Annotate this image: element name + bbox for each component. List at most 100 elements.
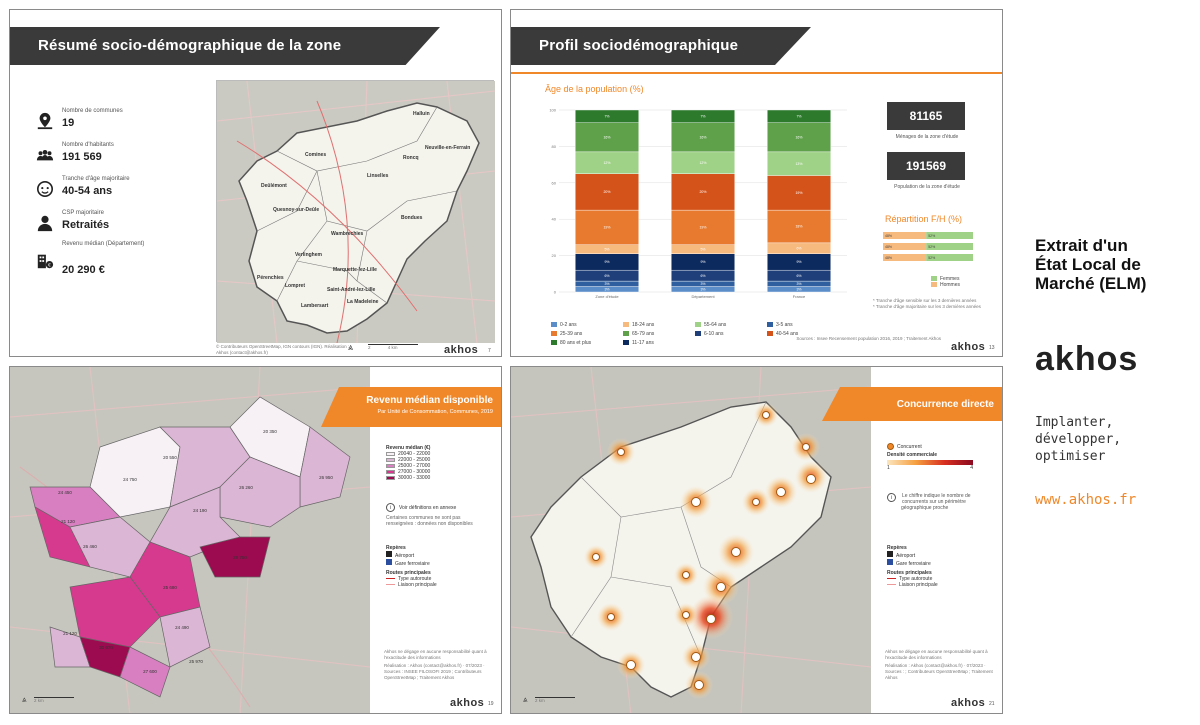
competitor-marker bbox=[806, 474, 816, 484]
kpi-label: Revenu médian (Département) bbox=[62, 241, 145, 247]
elm-title-line: Extrait d'un bbox=[1035, 236, 1128, 255]
age-bar-label: 19% bbox=[795, 191, 802, 195]
page-number: 7 bbox=[488, 348, 491, 354]
train-icon bbox=[386, 559, 392, 565]
age-bar-label: 19% bbox=[699, 226, 706, 230]
routes-title: Routes principales bbox=[386, 570, 431, 576]
routes-title: Routes principales bbox=[887, 570, 932, 576]
age-bar-label: 7% bbox=[604, 115, 609, 119]
revenu-banner: Revenu médian disponible Par Unité de Co… bbox=[321, 387, 501, 427]
map-label: La Madeleine bbox=[347, 299, 379, 305]
age-legend-label: 3-5 ans bbox=[776, 322, 793, 328]
map-value: 24 750 bbox=[123, 477, 137, 482]
competitor-marker bbox=[694, 680, 704, 690]
fh-bar-label: 48% bbox=[885, 234, 892, 238]
note-body: Certaines communes ne sont pas renseigné… bbox=[386, 515, 473, 527]
map-value: 21 120 bbox=[61, 519, 75, 524]
age-legend-swatch bbox=[623, 322, 629, 328]
age-bar-segment bbox=[767, 175, 831, 211]
age-bar-label: 6% bbox=[700, 274, 705, 278]
density-ticks: 1 4 bbox=[887, 465, 973, 471]
age-bar-segment bbox=[767, 122, 831, 153]
fh-legend-swatch bbox=[931, 276, 937, 282]
age-legend-item: 3-5 ans bbox=[767, 322, 839, 328]
route-line bbox=[887, 584, 896, 586]
route-item: Type autoroute bbox=[887, 576, 938, 582]
map-label: Halluin bbox=[413, 111, 430, 117]
age-bar-label: 9% bbox=[796, 260, 801, 264]
fh-legend-swatch bbox=[931, 282, 937, 288]
footnote: * Tranche d'âge sensible sur les 3 derni… bbox=[873, 298, 977, 303]
age-bar-segment bbox=[671, 109, 735, 123]
age-bar-segment bbox=[575, 109, 639, 123]
fh-bar-segment bbox=[883, 243, 927, 250]
page-number: 19 bbox=[488, 701, 494, 707]
repere-label: Aéroport bbox=[896, 553, 916, 559]
commune-shape bbox=[199, 536, 271, 578]
slide-concurrence: Concurrence directe Concurrent Densité c… bbox=[510, 366, 1003, 714]
legend-title: Revenu médian (€) bbox=[386, 445, 431, 451]
slide4-credit: Réalisation : Akhos (contact@akhos.fr) ·… bbox=[885, 663, 993, 680]
age-bar-label: 3% bbox=[604, 282, 609, 286]
fh-bar-label: 52% bbox=[928, 245, 935, 249]
revenu-legend: Revenu médian (€) 20040 - 22000 22000 - … bbox=[386, 445, 430, 481]
age-bar-segment bbox=[575, 122, 639, 153]
map-value: 27 600 bbox=[143, 669, 157, 674]
competitor-markers bbox=[592, 411, 816, 690]
legend-swatch bbox=[386, 457, 395, 462]
slide4-title: Concurrence directe bbox=[896, 399, 994, 410]
akhos-logo: akhos bbox=[450, 697, 485, 709]
competitor-marker bbox=[691, 652, 701, 662]
kpi-value: 40-54 ans bbox=[62, 185, 113, 197]
competitor-marker bbox=[762, 411, 770, 419]
age-bar-label: 6% bbox=[604, 274, 609, 278]
route-label: Liaison principale bbox=[899, 582, 938, 588]
legend-label: 20040 - 22000 bbox=[398, 451, 431, 457]
map-label: Bondues bbox=[401, 215, 423, 221]
kpi-value: Retraités bbox=[62, 219, 110, 231]
legend-item: 25000 - 27000 bbox=[386, 463, 430, 469]
north-arrow-icon: ⩓ bbox=[523, 695, 528, 704]
tagline: Implanter, développer, optimiser bbox=[1035, 414, 1121, 465]
y-tick-label: 0 bbox=[554, 290, 557, 295]
age-legend-label: 55-64 ans bbox=[704, 322, 727, 328]
fh-bar-segment bbox=[883, 232, 927, 239]
disclaimer: Akhos ne dégage en aucune responsabilité… bbox=[384, 649, 487, 660]
age-bar-segment bbox=[671, 173, 735, 211]
competitor-marker bbox=[682, 611, 690, 619]
age-legend-label: 6-10 ans bbox=[704, 331, 724, 337]
age-legend-swatch bbox=[695, 322, 701, 328]
website-link[interactable]: www.akhos.fr bbox=[1035, 492, 1137, 508]
legend-item: 30000 - 33000 bbox=[386, 475, 430, 481]
note-body: Le chiffre indique le nombre de concurre… bbox=[901, 493, 971, 511]
airport-icon bbox=[887, 551, 893, 557]
footnote: * Tranche d'âge majoritaire sur les 3 de… bbox=[873, 304, 981, 309]
map-value: 29 750 bbox=[233, 555, 247, 560]
concurrence-map bbox=[511, 367, 872, 713]
akhos-logo: akhos bbox=[951, 341, 986, 353]
kpi-label: CSP majoritaire bbox=[62, 210, 104, 216]
slide1-credit: © Contributeurs OpenStreetMap, IGN conto… bbox=[216, 344, 350, 355]
commune-shape bbox=[69, 576, 161, 648]
repere-label: Aéroport bbox=[395, 553, 415, 559]
revenu-map-svg: 20 350 20 550 26 950 24 750 26 260 24 45… bbox=[10, 367, 371, 713]
slide3-credit: Réalisation : Akhos (contact@akhos.fr) ·… bbox=[384, 663, 485, 680]
map-label: Lompret bbox=[285, 283, 305, 289]
scale-label: 4 km bbox=[387, 345, 398, 350]
fh-bar-label: 48% bbox=[885, 245, 892, 249]
fh-legend-label: Hommes bbox=[940, 282, 961, 288]
map-label: Lambersart bbox=[301, 303, 329, 309]
fh-bar-label: 52% bbox=[928, 256, 935, 260]
tagline-line: développer, bbox=[1035, 432, 1122, 447]
route-label: Type autoroute bbox=[398, 576, 432, 582]
y-tick-label: 60 bbox=[552, 180, 557, 185]
concurrence-legend: Concurrent Densité commerciale 1 4 bbox=[887, 443, 973, 471]
map-pin-icon bbox=[37, 112, 53, 130]
akhos-logo: akhos bbox=[951, 697, 986, 709]
kpi-label: Nombre d'habitants bbox=[62, 142, 114, 148]
slide3-subtitle: Par Unité de Consommation, Communes, 201… bbox=[377, 409, 493, 415]
age-legend-item: 55-64 ans bbox=[695, 322, 767, 328]
age-bar-label: 3% bbox=[796, 287, 801, 291]
legend-item: 22000 - 25000 bbox=[386, 457, 430, 463]
age-legend-item: 25-39 ans bbox=[551, 331, 623, 337]
